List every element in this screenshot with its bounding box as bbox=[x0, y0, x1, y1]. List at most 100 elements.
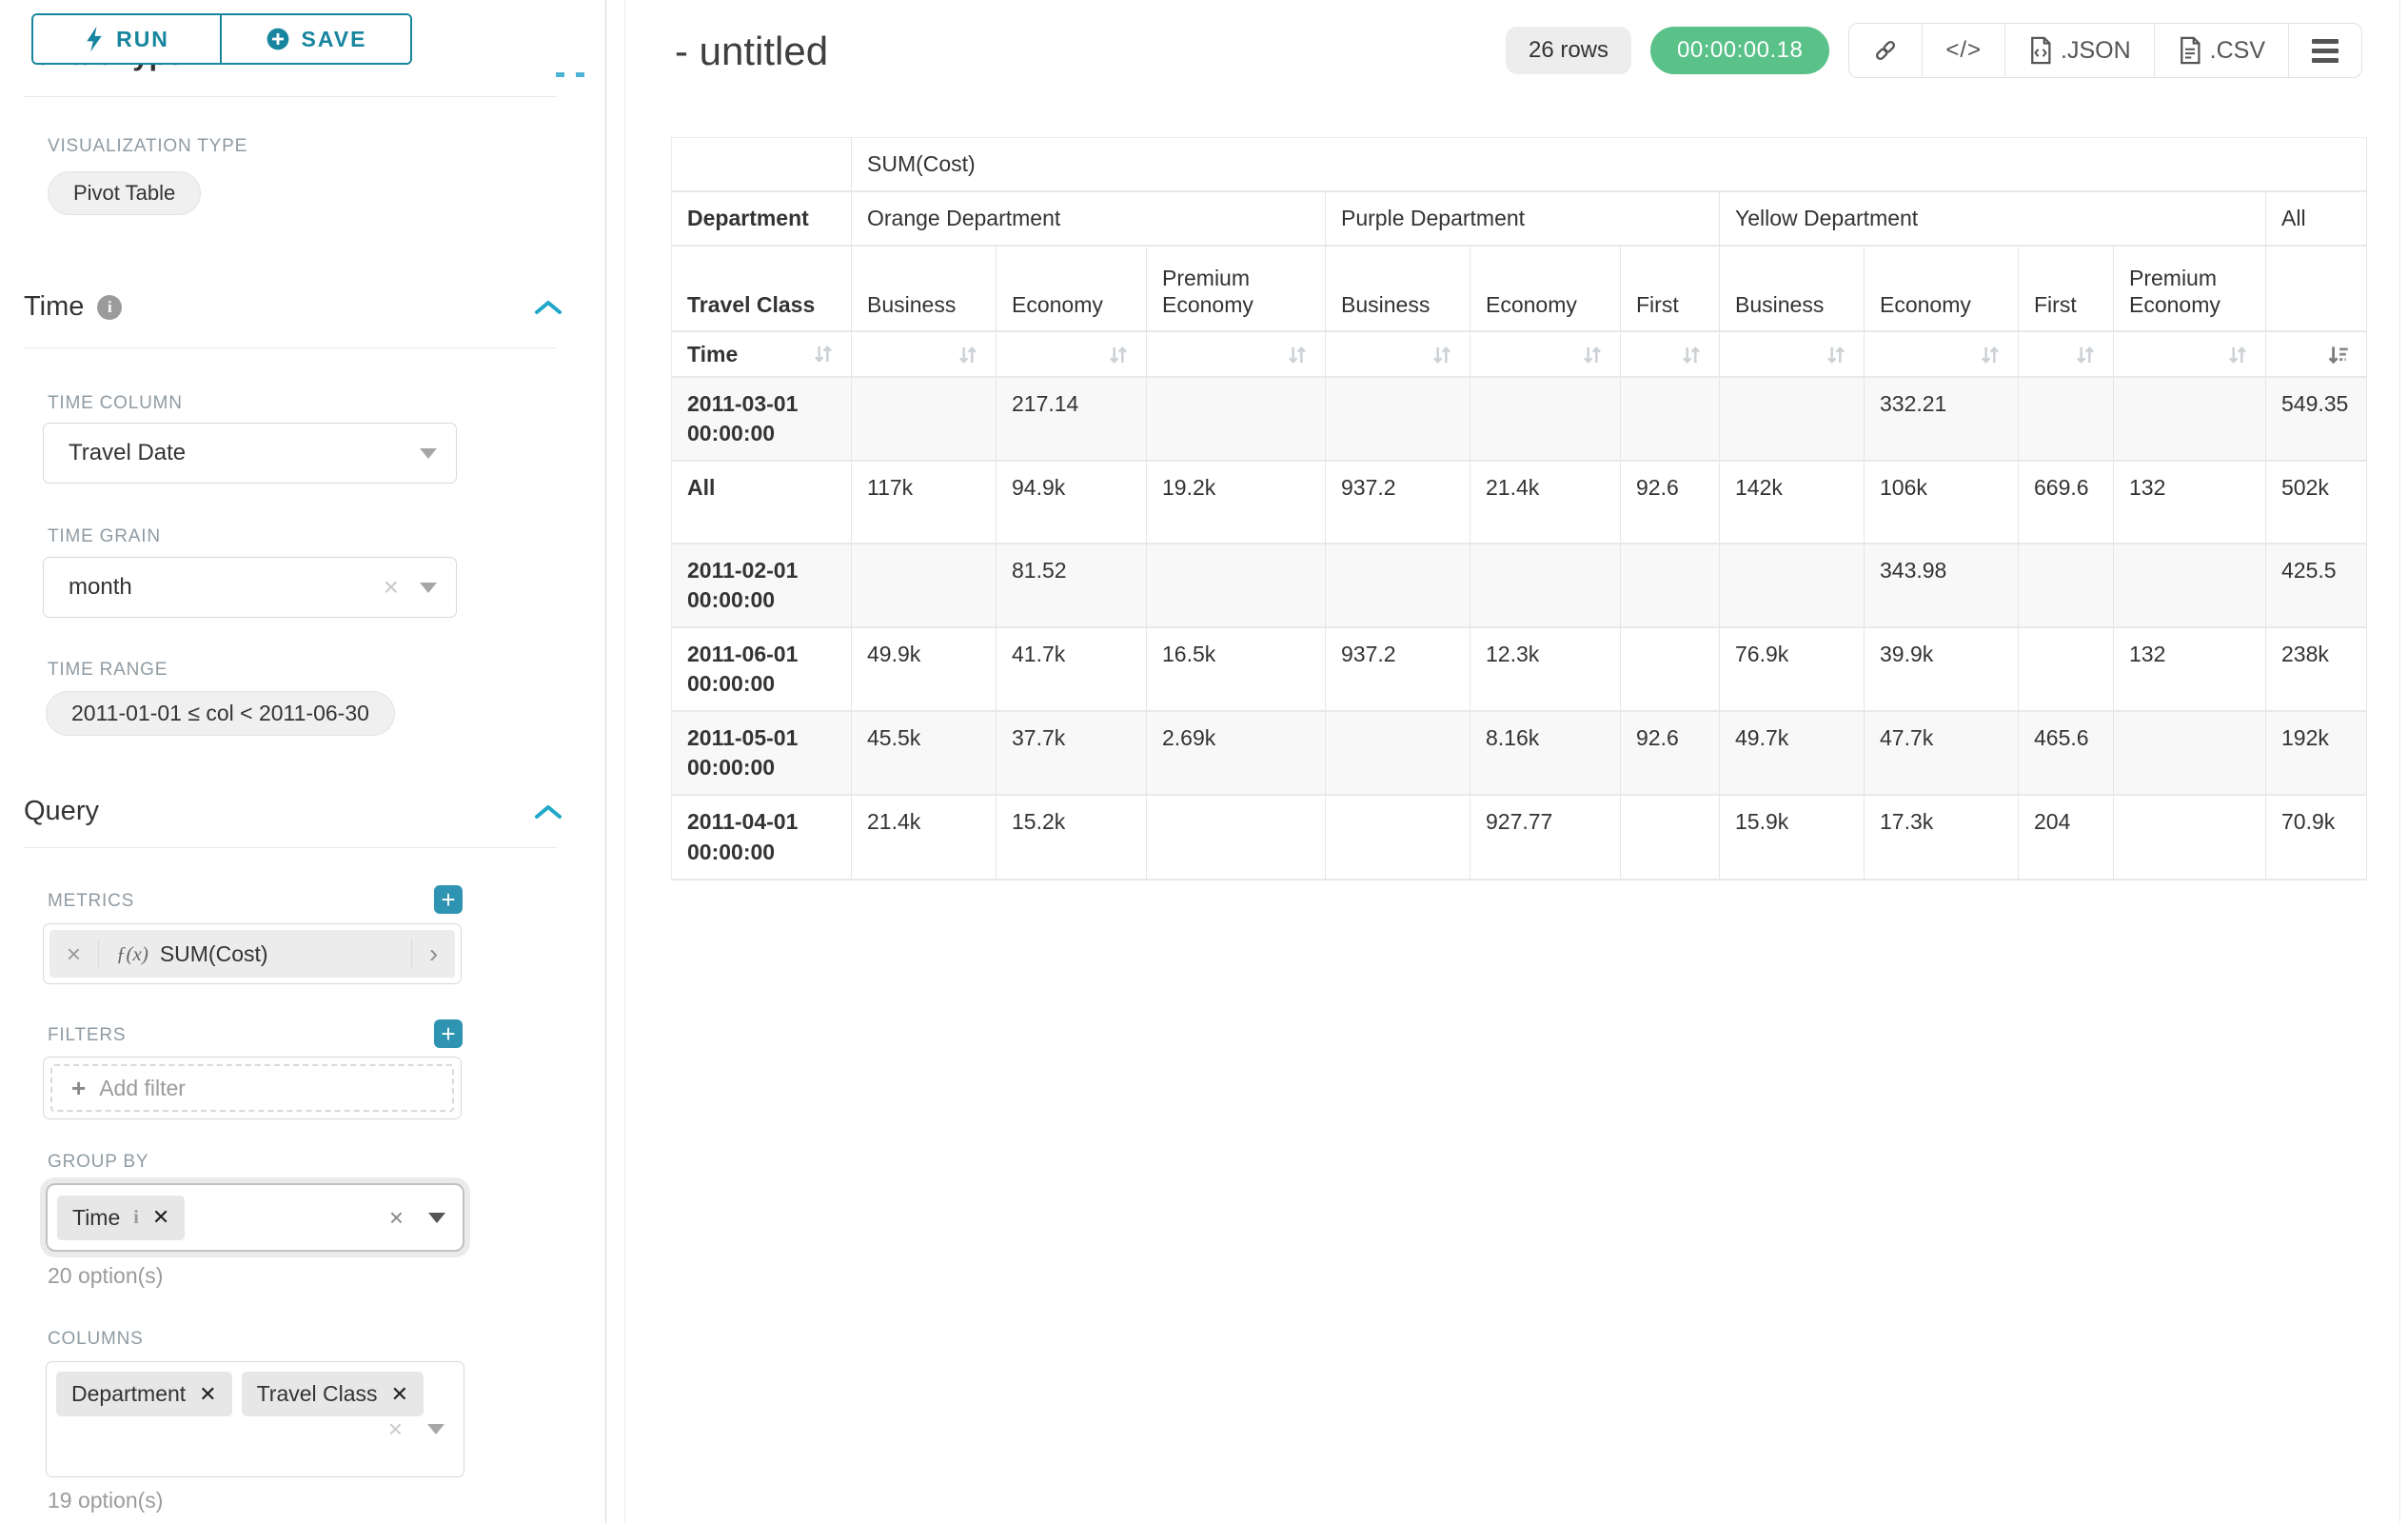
menu-icon bbox=[2312, 38, 2339, 63]
row-label: 2011-05-01 00:00:00 bbox=[671, 712, 852, 797]
chevron-up-icon[interactable] bbox=[534, 299, 563, 316]
chevron-up-icon[interactable] bbox=[534, 803, 563, 821]
save-button[interactable]: SAVE bbox=[222, 15, 410, 63]
run-button-label: RUN bbox=[116, 26, 169, 51]
filters-control: + Add filter bbox=[43, 1057, 462, 1119]
query-section-header[interactable]: Query bbox=[24, 796, 563, 827]
cell: 76.9k bbox=[1720, 628, 1865, 713]
visualization-type-label: VISUALIZATION TYPE bbox=[48, 136, 248, 156]
file-csv-icon bbox=[2180, 36, 2201, 65]
add-filter-plus-button[interactable]: + bbox=[434, 1019, 463, 1048]
chevron-down-icon bbox=[420, 447, 437, 459]
embed-code-button[interactable]: </> bbox=[1923, 24, 2006, 77]
chevron-down-icon[interactable] bbox=[427, 1424, 444, 1434]
group-by-options-hint: 20 option(s) bbox=[48, 1263, 164, 1288]
row-dimension-header[interactable]: Time bbox=[671, 332, 852, 379]
class-header bbox=[2266, 247, 2367, 333]
query-timer-badge: 00:00:00.18 bbox=[1650, 27, 1830, 74]
table-row: 2011-03-01 00:00:00 217.14 332.21 549.35 bbox=[671, 378, 2367, 463]
cell: 669.6 bbox=[2019, 462, 2114, 545]
cell bbox=[1621, 628, 1720, 713]
add-filter-button[interactable]: + Add filter bbox=[50, 1064, 454, 1112]
export-csv-button[interactable]: .CSV bbox=[2155, 24, 2289, 77]
chart-title[interactable]: - untitled bbox=[675, 29, 829, 73]
cell: 19.2k bbox=[1147, 462, 1326, 545]
file-json-icon bbox=[2031, 36, 2051, 65]
cell: 937.2 bbox=[1326, 628, 1470, 713]
clear-icon[interactable]: × bbox=[383, 572, 399, 602]
table-row: SUM(Cost) bbox=[671, 137, 2367, 193]
remove-metric-icon[interactable]: × bbox=[49, 939, 99, 969]
metric-pill[interactable]: × ƒ(x) SUM(Cost) › bbox=[49, 930, 455, 978]
sort-column-button[interactable] bbox=[1720, 332, 1865, 379]
sort-column-button[interactable] bbox=[1621, 332, 1720, 379]
clear-icon[interactable]: × bbox=[387, 1414, 403, 1443]
time-section-title: Time bbox=[24, 291, 85, 322]
selected-option-tag[interactable]: Department ✕ bbox=[56, 1372, 232, 1416]
cell: 332.21 bbox=[1865, 378, 2019, 463]
cell: 17.3k bbox=[1865, 796, 2019, 880]
class-header: Premium Economy bbox=[2114, 247, 2266, 333]
cell: 2.69k bbox=[1147, 712, 1326, 797]
time-grain-label: TIME GRAIN bbox=[48, 526, 161, 546]
row-label: 2011-03-01 00:00:00 bbox=[671, 378, 852, 463]
time-range-value[interactable]: 2011-01-01 ≤ col < 2011-06-30 bbox=[46, 691, 395, 736]
cell: 106k bbox=[1865, 462, 2019, 545]
add-metric-button[interactable]: + bbox=[434, 885, 463, 914]
sort-column-button[interactable] bbox=[852, 332, 997, 379]
cell bbox=[1470, 544, 1621, 629]
run-save-button-group: RUN SAVE bbox=[31, 13, 412, 65]
code-icon: </> bbox=[1945, 37, 1983, 63]
dimension-header: Department bbox=[671, 192, 852, 247]
sort-column-button[interactable] bbox=[997, 332, 1147, 379]
department-header: Orange Department bbox=[852, 192, 1326, 247]
table-row: 2011-05-01 00:00:00 45.5k 37.7k 2.69k 8.16k 9… bbox=[671, 712, 2367, 797]
sort-column-button[interactable] bbox=[2266, 332, 2367, 379]
copy-link-button[interactable] bbox=[1849, 24, 1924, 77]
class-header: Economy bbox=[997, 247, 1147, 333]
time-section-header[interactable]: Time i bbox=[24, 291, 563, 323]
plus-icon: + bbox=[71, 1073, 87, 1102]
cell: 549.35 bbox=[2266, 378, 2367, 463]
run-button[interactable]: RUN bbox=[33, 15, 222, 63]
query-section-title: Query bbox=[24, 796, 99, 826]
time-column-select[interactable]: Travel Date bbox=[43, 423, 457, 484]
clear-icon[interactable]: × bbox=[388, 1202, 404, 1232]
cell bbox=[1720, 378, 1865, 463]
cell: 49.9k bbox=[852, 628, 997, 713]
selected-option-tag[interactable]: Travel Class ✕ bbox=[241, 1372, 424, 1416]
sort-column-button[interactable] bbox=[1147, 332, 1326, 379]
cell: 15.2k bbox=[997, 796, 1147, 880]
sort-column-button[interactable] bbox=[1865, 332, 2019, 379]
remove-tag-icon[interactable]: ✕ bbox=[151, 1205, 170, 1229]
remove-tag-icon[interactable]: ✕ bbox=[199, 1381, 217, 1406]
remove-tag-icon[interactable]: ✕ bbox=[390, 1381, 408, 1406]
columns-select[interactable]: Department ✕ Travel Class ✕ × bbox=[46, 1361, 464, 1477]
visualization-type-value[interactable]: Pivot Table bbox=[48, 171, 202, 215]
chevron-down-icon[interactable] bbox=[428, 1212, 445, 1223]
department-header: All bbox=[2266, 192, 2367, 247]
export-button-group: </> .JSON .CSV bbox=[1848, 23, 2362, 78]
export-json-button[interactable]: .JSON bbox=[2005, 24, 2155, 77]
cell: 92.6 bbox=[1621, 462, 1720, 545]
pivot-table: SUM(Cost) Department Orange Department Purp… bbox=[671, 137, 2367, 880]
cell: 142k bbox=[1720, 462, 1865, 545]
sort-column-button[interactable] bbox=[1326, 332, 1470, 379]
table-row: 2011-06-01 00:00:00 49.9k 41.7k 16.5k 937.2 1… bbox=[671, 628, 2367, 713]
group-by-select[interactable]: Time i ✕ × bbox=[46, 1183, 464, 1252]
sort-column-button[interactable] bbox=[2114, 332, 2266, 379]
cell bbox=[1720, 544, 1865, 629]
more-menu-button[interactable] bbox=[2289, 24, 2361, 77]
cell bbox=[1470, 378, 1621, 463]
time-grain-select[interactable]: month × bbox=[43, 557, 457, 618]
chevron-right-icon[interactable]: › bbox=[411, 939, 455, 969]
cell: 238k bbox=[2266, 628, 2367, 713]
lightning-icon bbox=[87, 26, 102, 52]
metric-header: SUM(Cost) bbox=[852, 137, 2367, 193]
sort-column-button[interactable] bbox=[2019, 332, 2114, 379]
metrics-label: METRICS bbox=[48, 891, 135, 911]
selected-option-tag[interactable]: Time i ✕ bbox=[57, 1195, 186, 1240]
cell: 21.4k bbox=[852, 796, 997, 880]
sort-column-button[interactable] bbox=[1470, 332, 1621, 379]
cell: 21.4k bbox=[1470, 462, 1621, 545]
